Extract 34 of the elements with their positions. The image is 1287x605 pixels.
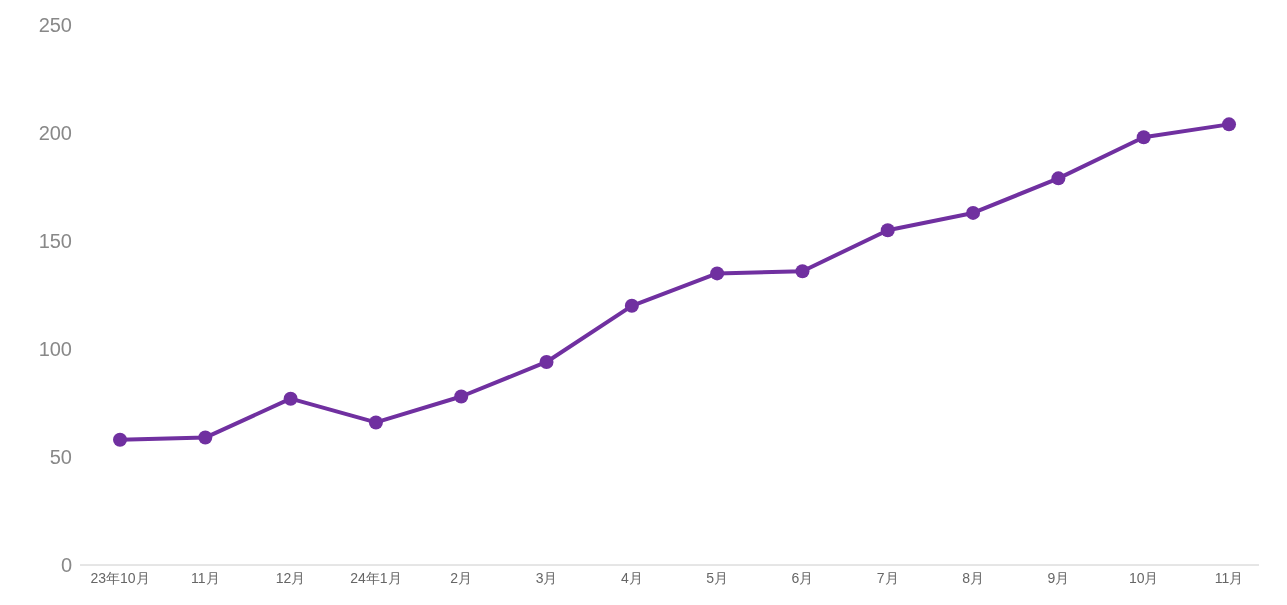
- point: [368, 415, 383, 430]
- x-tick-label: 6月: [791, 569, 814, 586]
- x-tick-label: 3月: [535, 569, 558, 586]
- x-tick-label: 23年10月: [90, 569, 150, 586]
- x-tick-label: 2月: [450, 569, 473, 586]
- point: [966, 205, 981, 220]
- y-tick-label: 0: [60, 554, 72, 577]
- x-tick-label: 4月: [620, 569, 643, 586]
- point: [283, 391, 298, 406]
- y-tick-label: 50: [49, 446, 72, 469]
- point: [710, 266, 725, 281]
- x-tick-label: 10月: [1128, 569, 1159, 586]
- x-tick-label: 11月: [191, 569, 220, 586]
- x-tick-label: 8月: [962, 569, 984, 586]
- x-tick-label: 9月: [1047, 569, 1070, 586]
- y-tick-label: 200: [38, 122, 72, 145]
- y-tick-label: 100: [38, 338, 72, 361]
- point: [880, 223, 895, 238]
- y-tick-label: 150: [38, 230, 72, 253]
- point: [1222, 117, 1236, 132]
- point: [113, 432, 127, 447]
- point: [539, 354, 554, 369]
- y-tick-label: 250: [38, 14, 72, 37]
- x-tick-label: 24年1月: [350, 569, 402, 586]
- point: [1136, 130, 1151, 145]
- x-tick-label: 7月: [876, 569, 899, 586]
- point: [454, 389, 469, 404]
- point: [198, 430, 213, 445]
- point: [1051, 171, 1066, 186]
- x-tick-label: 12月: [275, 569, 306, 586]
- x-tick-label: 5月: [706, 569, 729, 586]
- point: [795, 264, 810, 279]
- point: [624, 298, 639, 313]
- x-tick-label: 11月: [1214, 569, 1244, 586]
